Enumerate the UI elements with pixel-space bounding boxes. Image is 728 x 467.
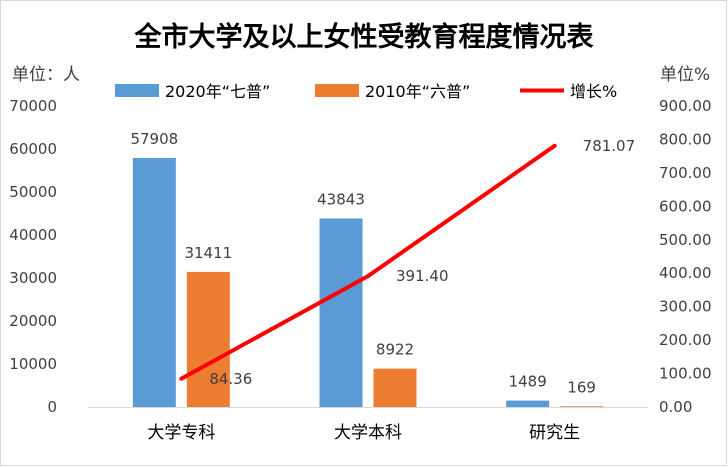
growth-value-label: 84.36: [209, 370, 252, 388]
right-tick-label: 500.00: [659, 231, 712, 249]
data-labels: 57908 31411 43843 8922 1489 169 84.36 391.40 781…: [130, 130, 635, 396]
right-tick-label: 900.00: [659, 97, 712, 115]
right-tick-label: 200.00: [659, 331, 712, 349]
bars: [132, 157, 604, 407]
chart-title: 全市大学及以上女性受教育程度情况表: [134, 21, 594, 53]
legend-label: 2010年“六普”: [365, 82, 470, 101]
right-tick-label: 800.00: [659, 130, 712, 148]
bar-value-label: 1489: [509, 373, 547, 391]
right-tick-label: 400.00: [659, 264, 712, 282]
legend: 2020年“七普” 2010年“六普” 增长%: [115, 82, 617, 101]
legend-label: 增长%: [570, 82, 617, 101]
growth-value-label: 781.07: [583, 137, 636, 155]
growth-point: [552, 143, 557, 148]
right-axis: 0.00 100.00 200.00 300.00 400.00 500.00 600.00…: [659, 97, 712, 416]
left-tick-label: 60000: [9, 140, 57, 158]
left-tick-label: 20000: [9, 312, 57, 330]
legend-swatch: [115, 84, 159, 97]
left-axis-unit-label: 单位：人: [12, 65, 80, 85]
right-tick-label: 300.00: [659, 298, 712, 316]
bar-value-label: 57908: [130, 130, 178, 148]
category-label: 大学本科: [334, 423, 402, 443]
bar-value-label: 31411: [184, 244, 232, 262]
bar: [319, 218, 363, 407]
bar-value-label: 8922: [376, 341, 414, 359]
right-tick-label: 700.00: [659, 164, 712, 182]
bar: [373, 368, 417, 407]
category-label: 大学专科: [147, 423, 215, 443]
right-tick-label: 600.00: [659, 197, 712, 215]
growth-point: [366, 274, 370, 279]
legend-label: 2020年“七普”: [165, 82, 270, 101]
right-tick-label: 100.00: [659, 365, 712, 383]
left-axis: 0 10000 20000 30000 40000 50000 60000 70000: [9, 97, 648, 416]
growth-value-label: 391.40: [396, 267, 449, 285]
left-tick-label: 40000: [9, 226, 57, 244]
bar-value-label: 169: [567, 378, 596, 396]
left-tick-label: 0: [47, 398, 57, 416]
growth-line-path: [180, 144, 556, 381]
bar: [560, 406, 604, 407]
growth-point: [179, 376, 184, 381]
left-tick-label: 30000: [9, 269, 57, 287]
left-tick-label: 70000: [9, 97, 57, 115]
bar: [132, 157, 176, 407]
legend-swatch: [315, 84, 359, 97]
bar: [506, 400, 550, 407]
category-labels: 大学专科 大学本科 研究生: [147, 423, 580, 443]
bar: [186, 271, 230, 407]
right-tick-label: 0.00: [659, 398, 692, 416]
left-tick-label: 50000: [9, 183, 57, 201]
right-axis-unit-label: 单位%: [660, 65, 710, 85]
left-tick-label: 10000: [9, 355, 57, 373]
bar-value-label: 43843: [317, 190, 365, 208]
category-label: 研究生: [529, 423, 580, 443]
growth-line: [179, 143, 557, 381]
